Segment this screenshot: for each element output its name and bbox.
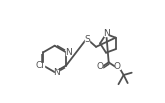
- Bar: [115, 65, 119, 69]
- Bar: [55, 70, 59, 75]
- Text: N: N: [53, 68, 60, 77]
- Bar: [104, 31, 108, 36]
- Text: S: S: [84, 35, 90, 44]
- Text: N: N: [65, 48, 72, 57]
- Bar: [97, 65, 102, 69]
- Text: Cl: Cl: [35, 61, 44, 70]
- Text: N: N: [103, 29, 109, 38]
- Bar: [36, 63, 44, 68]
- Text: O: O: [96, 62, 103, 71]
- Bar: [66, 50, 70, 55]
- Bar: [85, 37, 89, 42]
- Text: O: O: [114, 62, 121, 71]
